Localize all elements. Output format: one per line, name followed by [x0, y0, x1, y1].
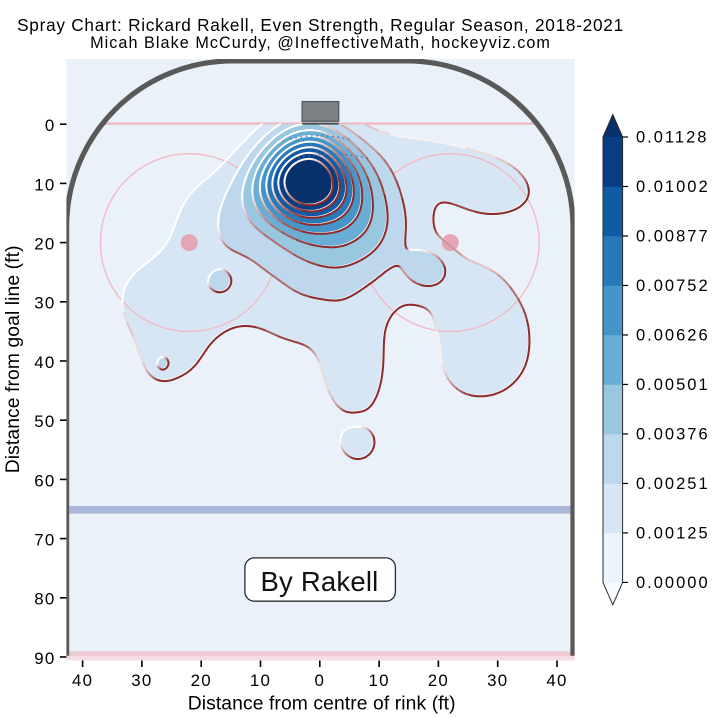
svg-text:90: 90 [34, 649, 55, 668]
svg-text:0.00752: 0.00752 [636, 277, 710, 295]
svg-text:By Rakell: By Rakell [261, 566, 379, 597]
svg-text:50: 50 [34, 412, 55, 431]
svg-text:0.01128: 0.01128 [636, 129, 708, 147]
svg-text:10: 10 [368, 671, 389, 690]
svg-text:20: 20 [191, 671, 212, 690]
svg-text:0: 0 [45, 116, 56, 135]
svg-text:40: 40 [72, 671, 93, 690]
svg-text:Distance from goal line (ft): Distance from goal line (ft) [3, 245, 24, 473]
svg-text:Micah Blake McCurdy, @Ineffect: Micah Blake McCurdy, @IneffectiveMath, h… [90, 34, 551, 52]
svg-text:0.00125: 0.00125 [636, 525, 710, 543]
svg-text:0.01002: 0.01002 [636, 178, 710, 196]
svg-text:0.00501: 0.00501 [636, 376, 710, 394]
svg-text:80: 80 [34, 590, 55, 609]
svg-text:30: 30 [131, 671, 152, 690]
svg-text:0.00376: 0.00376 [636, 426, 710, 444]
svg-text:0.00877: 0.00877 [636, 228, 710, 246]
svg-text:30: 30 [34, 294, 55, 313]
svg-text:0: 0 [314, 671, 325, 690]
svg-text:70: 70 [34, 531, 55, 550]
svg-text:Spray Chart: Rickard Rakell, E: Spray Chart: Rickard Rakell, Even Streng… [17, 15, 624, 35]
svg-text:30: 30 [487, 671, 508, 690]
svg-text:60: 60 [34, 471, 55, 490]
svg-text:0.00626: 0.00626 [636, 327, 710, 345]
svg-text:20: 20 [34, 235, 55, 254]
svg-text:40: 40 [546, 671, 567, 690]
svg-text:0.00251: 0.00251 [636, 475, 710, 493]
svg-text:40: 40 [34, 353, 55, 372]
svg-text:Distance from centre of rink (: Distance from centre of rink (ft) [188, 694, 456, 715]
svg-text:10: 10 [250, 671, 271, 690]
svg-text:10: 10 [34, 175, 55, 194]
svg-text:0.00000: 0.00000 [636, 574, 710, 592]
svg-text:20: 20 [428, 671, 449, 690]
